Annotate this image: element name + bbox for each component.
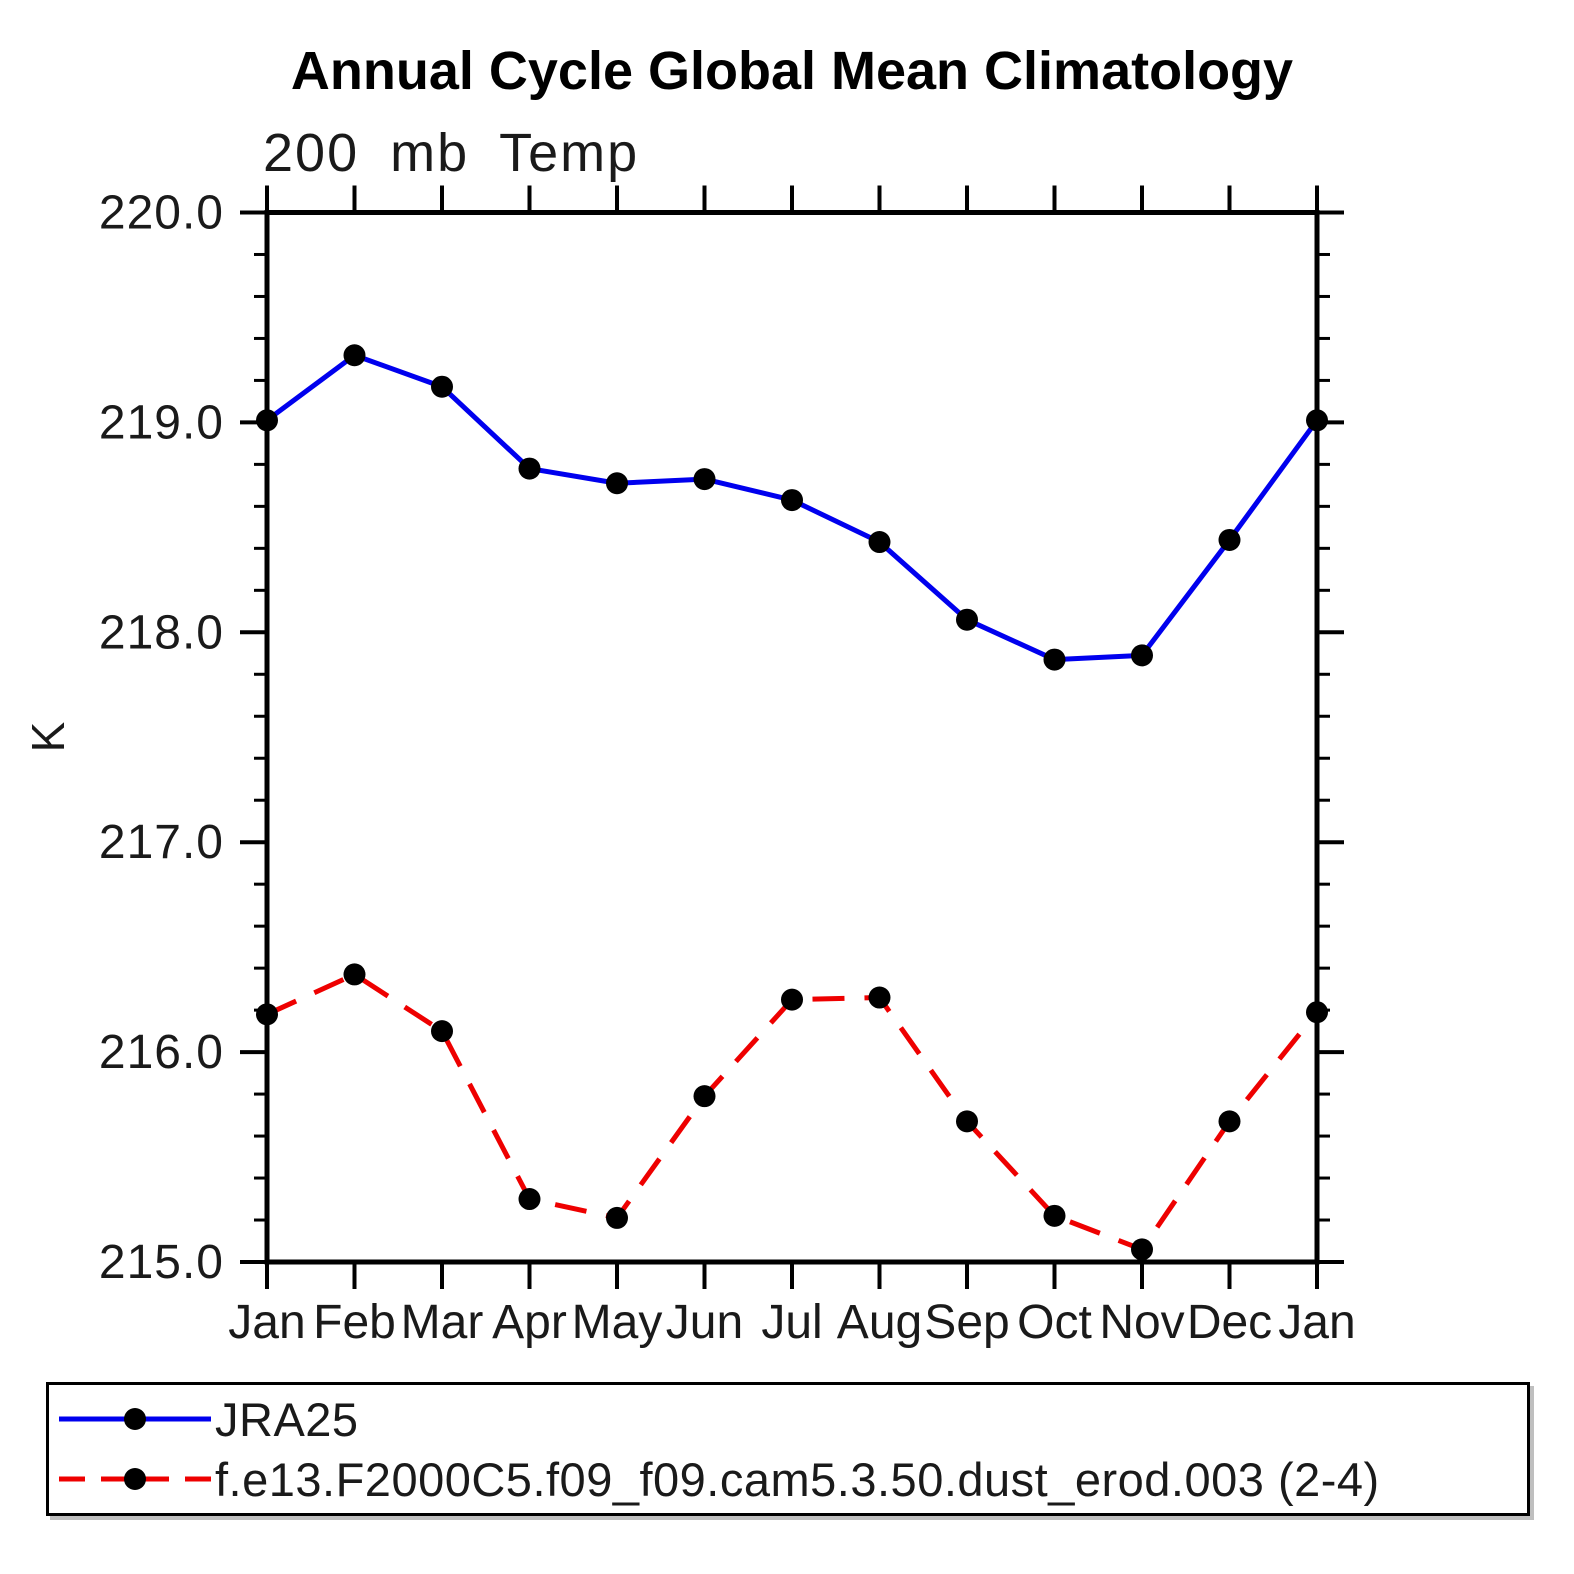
legend-entry-jra25: JRA25 [55,1389,1527,1449]
data-point-marker [518,457,541,480]
data-point-marker [1043,648,1066,671]
data-point-marker [1043,1204,1066,1227]
x-tick-label: Jul [761,1296,822,1349]
x-tick-label: Apr [492,1296,567,1349]
data-point-marker [956,608,978,631]
series-model-line [265,971,1319,1252]
data-point-marker [256,409,278,432]
x-tick-label: Jun [666,1296,743,1349]
data-point-marker [868,531,891,554]
x-tick-label: Nov [1099,1296,1184,1349]
series-jra25 [256,344,1328,671]
y-axis-label: K [22,721,74,753]
series-model [256,963,1328,1261]
y-tick-label: 217.0 [99,816,224,869]
x-tick-label: Jan [1278,1296,1355,1349]
legend-marker-dot [124,1468,146,1490]
data-point-marker [1306,1001,1328,1024]
data-point-marker [343,344,366,367]
data-point-marker [1131,644,1153,667]
x-tick-label: Feb [313,1296,396,1349]
x-tick-label: Dec [1187,1296,1272,1349]
data-point-marker [343,963,366,986]
data-point-marker [1131,1238,1153,1261]
y-tick-label: 216.0 [99,1026,224,1079]
legend-label: f.e13.F2000C5.f09_f09.cam5.3.50.dust_ero… [215,1452,1380,1506]
data-point-marker [693,1085,716,1108]
x-tick-label: Oct [1017,1296,1092,1349]
x-tick-label: Aug [837,1296,922,1349]
data-point-marker [606,1206,628,1229]
tick-marks [240,185,1344,1289]
legend-line-sample-dashed [59,1468,211,1490]
data-point-marker [1218,1110,1241,1133]
data-point-marker [781,988,803,1011]
axes-frame [264,210,1320,1265]
data-point-marker [1218,528,1241,551]
y-tick-label: 220.0 [99,187,224,240]
data-point-marker [868,986,891,1009]
data-point-marker [781,489,803,512]
data-point-marker [431,375,453,398]
legend-label: JRA25 [215,1392,359,1446]
data-point-marker [606,472,628,495]
legend-box: JRA25 f.e13.F2000C5.f09_f09.cam5.3.50.du… [46,1382,1530,1516]
chart-subtitle: 200 mb Temp [263,123,640,183]
y-tick-label: 218.0 [99,606,224,659]
data-point-marker [518,1188,541,1211]
data-point-marker [1306,409,1328,432]
x-tick-label: May [572,1296,663,1349]
x-tick-label: Mar [401,1296,484,1349]
y-tick-label: 215.0 [99,1236,224,1289]
data-point-marker [256,1003,278,1026]
data-point-marker [956,1110,978,1133]
x-tick-label: Jan [228,1296,305,1349]
legend-line-sample-solid [59,1408,211,1430]
data-point-marker [693,468,716,491]
legend-entry-model: f.e13.F2000C5.f09_f09.cam5.3.50.dust_ero… [55,1449,1527,1509]
data-point-marker [431,1020,453,1043]
chart-title: Annual Cycle Global Mean Climatology [290,41,1294,101]
legend-marker-dot [124,1408,146,1430]
y-tick-label: 219.0 [99,396,224,449]
x-tick-label: Sep [924,1296,1009,1349]
